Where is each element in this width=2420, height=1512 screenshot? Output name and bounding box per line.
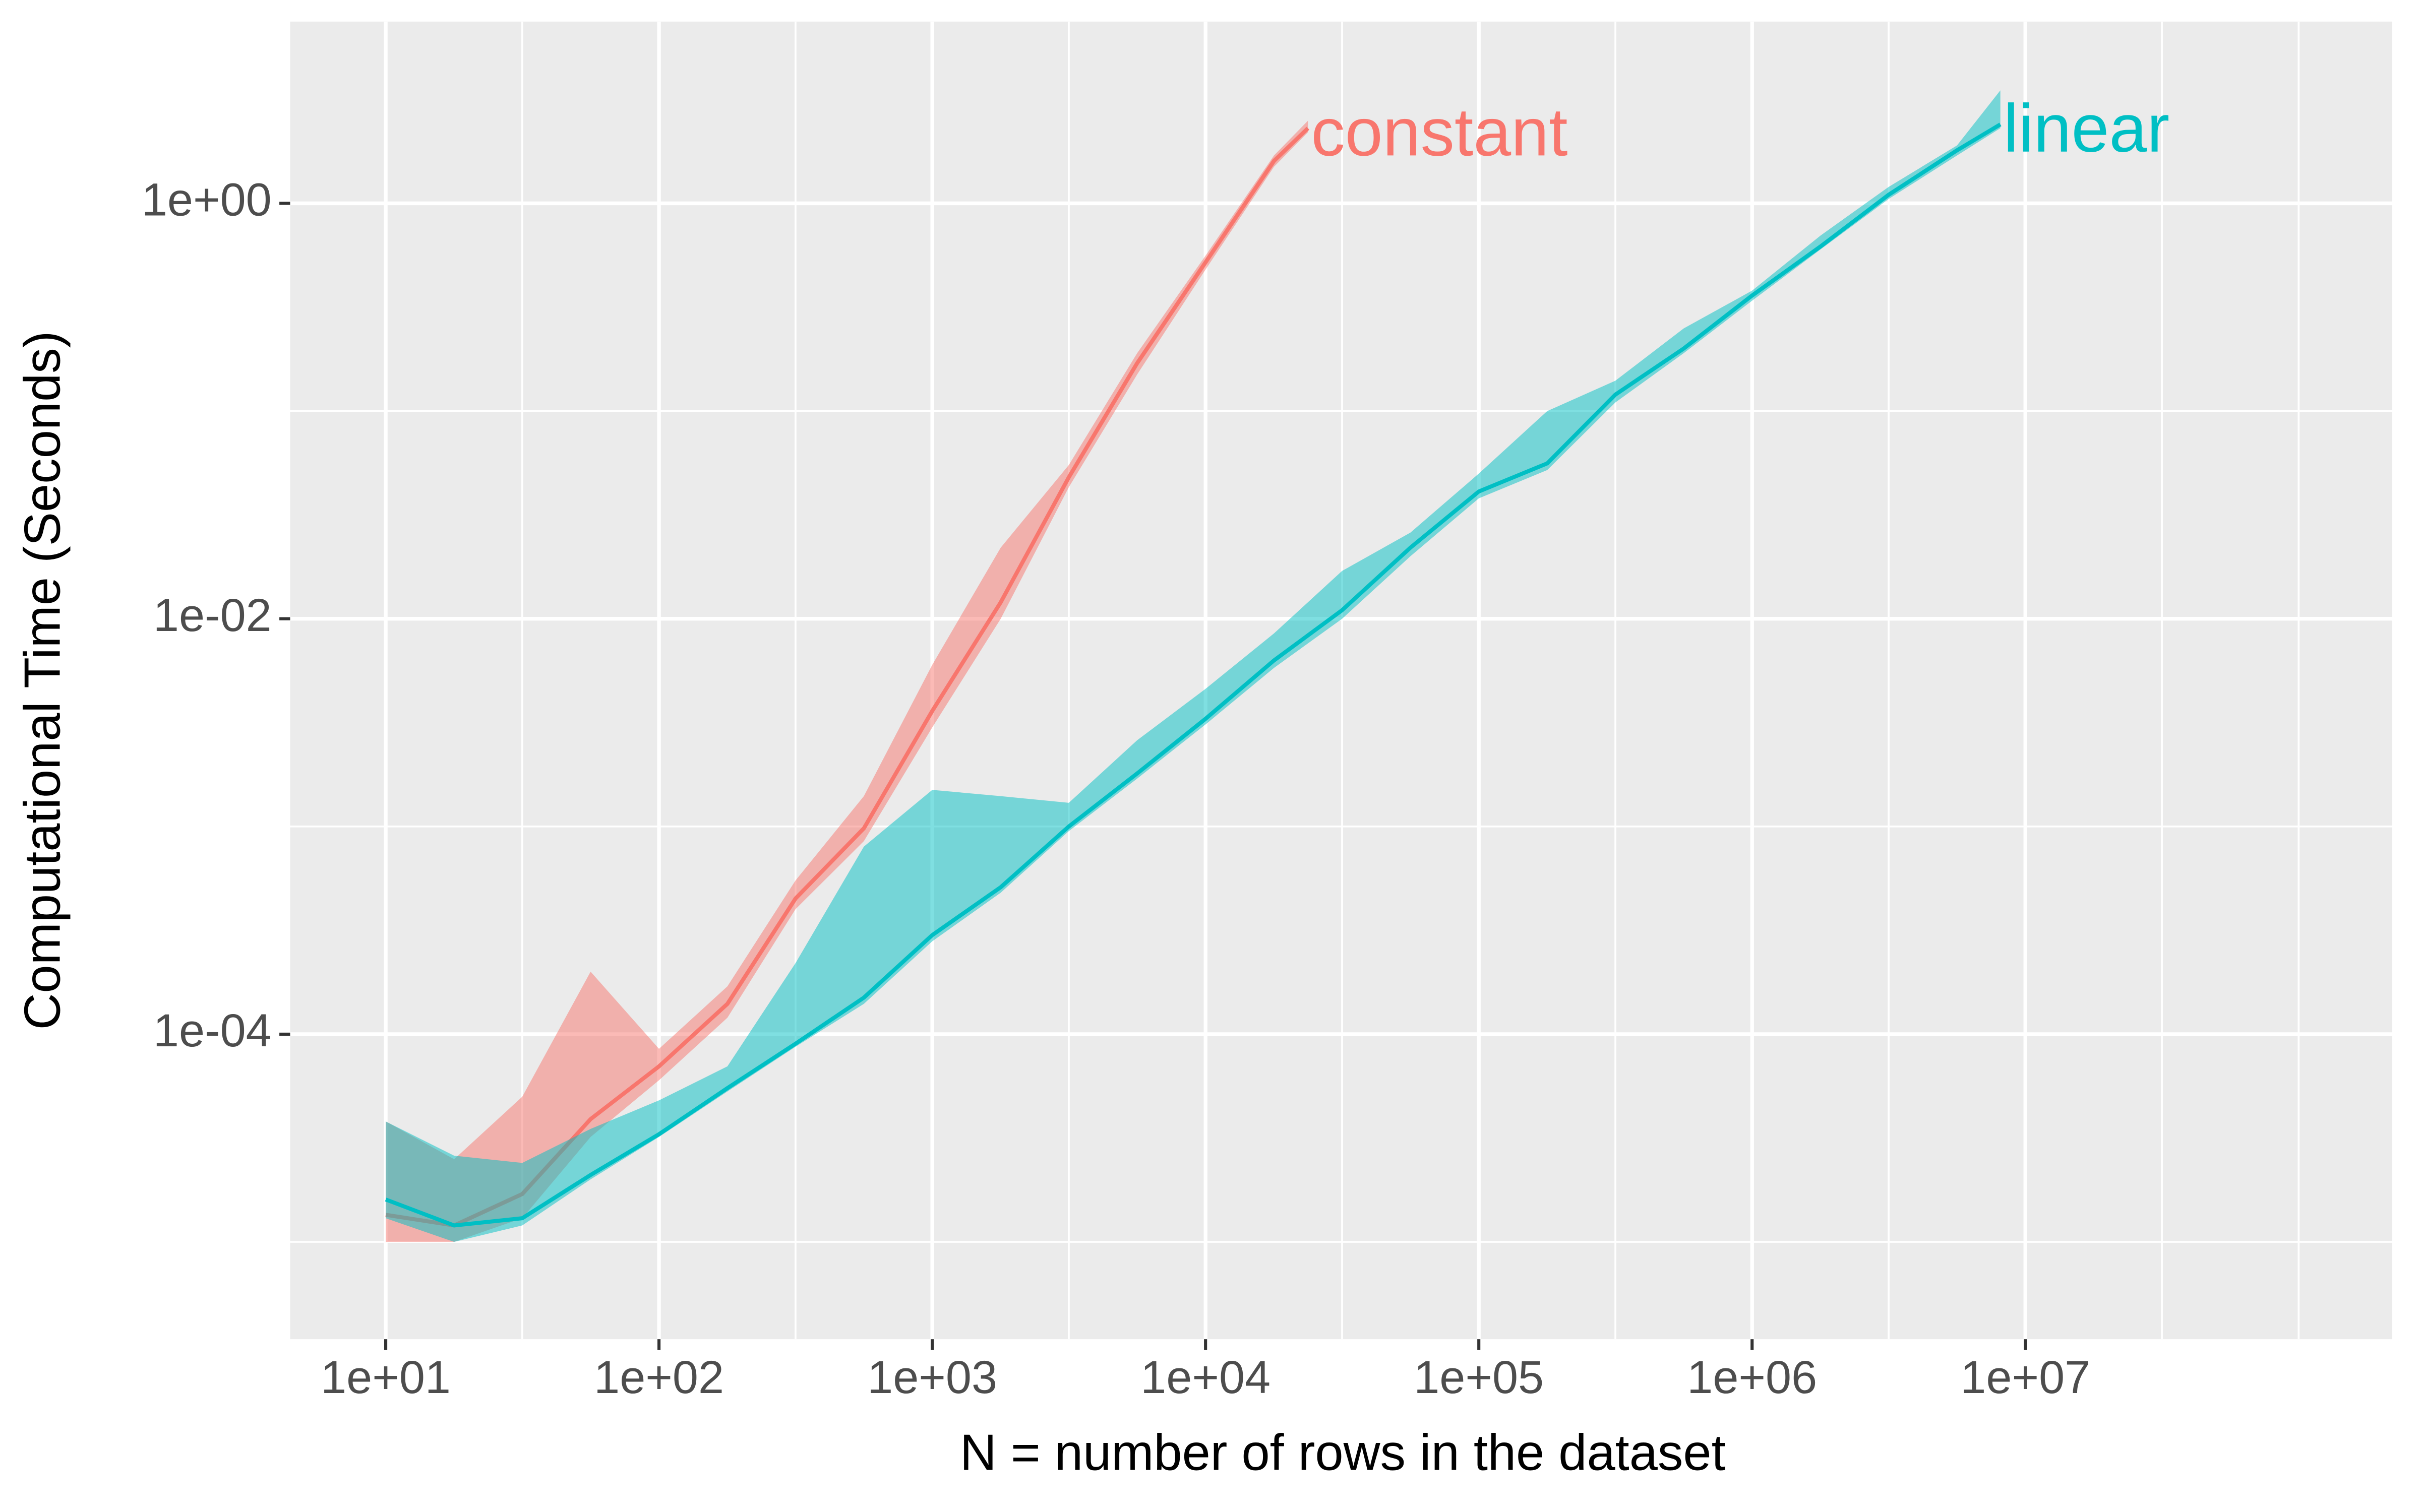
- x-tick-label: 1e+06: [1687, 1352, 1817, 1403]
- series-label: constant: [1311, 94, 1567, 170]
- y-tick-label: 1e-02: [153, 590, 272, 641]
- y-axis-title: Computational Time (Seconds): [15, 331, 71, 1030]
- y-tick-label: 1e-04: [153, 1005, 272, 1056]
- x-tick-label: 1e+04: [1140, 1352, 1270, 1403]
- series-label: linear: [2004, 90, 2169, 166]
- x-axis-title: N = number of rows in the dataset: [960, 1424, 1726, 1481]
- x-tick-label: 1e+02: [594, 1352, 724, 1403]
- x-tick-label: 1e+05: [1414, 1352, 1544, 1403]
- y-tick-label: 1e+00: [142, 174, 272, 226]
- x-tick-label: 1e+01: [321, 1352, 451, 1403]
- line: [385, 122, 2002, 1228]
- x-tick-label: 1e+07: [1960, 1352, 2090, 1403]
- x-tick-label: 1e+03: [867, 1352, 997, 1403]
